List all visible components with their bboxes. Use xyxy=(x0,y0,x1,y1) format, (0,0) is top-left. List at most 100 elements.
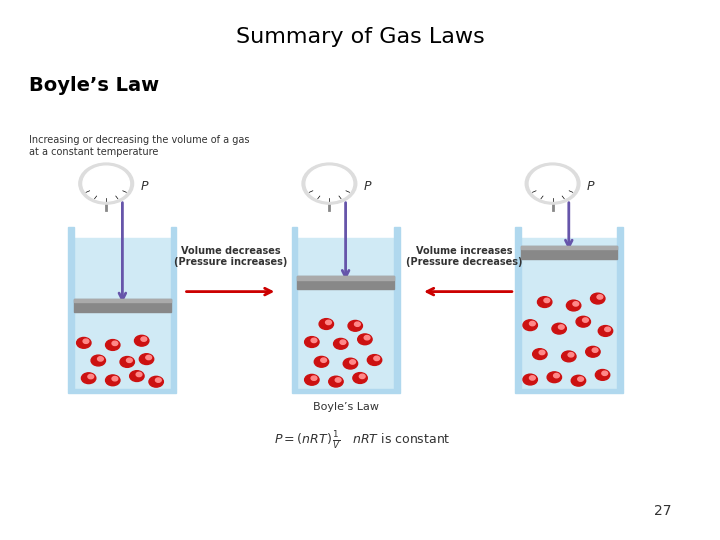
Circle shape xyxy=(315,356,329,367)
Circle shape xyxy=(571,375,585,386)
Circle shape xyxy=(112,376,118,381)
Circle shape xyxy=(529,321,535,326)
Bar xyxy=(297,276,394,280)
Circle shape xyxy=(83,166,130,201)
Bar xyxy=(68,389,176,393)
Text: P: P xyxy=(587,180,594,193)
Text: P: P xyxy=(140,180,148,193)
Circle shape xyxy=(573,302,579,306)
Circle shape xyxy=(562,351,576,362)
Text: Increasing or decreasing the volume of a gas
at a constant temperature: Increasing or decreasing the volume of a… xyxy=(29,135,249,157)
Circle shape xyxy=(348,320,362,331)
Bar xyxy=(521,246,617,249)
Circle shape xyxy=(305,336,319,347)
Circle shape xyxy=(145,355,152,360)
Bar xyxy=(74,299,171,312)
Circle shape xyxy=(595,369,610,380)
Circle shape xyxy=(333,339,348,349)
Circle shape xyxy=(79,163,134,204)
Circle shape xyxy=(593,348,598,352)
Circle shape xyxy=(539,350,545,355)
Bar xyxy=(521,246,617,259)
Circle shape xyxy=(76,338,91,348)
Circle shape xyxy=(350,360,356,364)
Circle shape xyxy=(590,293,605,304)
Circle shape xyxy=(374,356,379,361)
Circle shape xyxy=(81,373,96,383)
Circle shape xyxy=(554,374,559,378)
Text: Boyle’s Law: Boyle’s Law xyxy=(312,402,379,413)
Circle shape xyxy=(358,334,372,345)
Bar xyxy=(515,389,623,393)
Bar xyxy=(297,276,394,289)
Circle shape xyxy=(91,355,106,366)
Bar xyxy=(617,227,623,389)
Circle shape xyxy=(526,163,580,204)
Circle shape xyxy=(576,316,590,327)
Circle shape xyxy=(135,335,149,346)
Bar xyxy=(74,299,171,302)
Circle shape xyxy=(302,163,357,204)
Circle shape xyxy=(547,372,562,383)
Bar xyxy=(68,227,74,389)
Circle shape xyxy=(340,340,346,345)
Circle shape xyxy=(98,357,104,361)
Circle shape xyxy=(529,376,535,380)
Bar xyxy=(394,227,400,389)
Circle shape xyxy=(329,376,343,387)
Text: 27: 27 xyxy=(654,504,671,518)
Text: Volume decreases
(Pressure increases): Volume decreases (Pressure increases) xyxy=(174,246,287,267)
Circle shape xyxy=(533,349,547,360)
Circle shape xyxy=(127,358,132,362)
Circle shape xyxy=(552,323,567,334)
Circle shape xyxy=(120,356,135,367)
Circle shape xyxy=(106,375,120,386)
Circle shape xyxy=(311,376,317,380)
Circle shape xyxy=(598,326,613,336)
Circle shape xyxy=(602,371,608,375)
Text: $P = (nRT)\,\frac{1}{V}$   $nRT$ is constant: $P = (nRT)\,\frac{1}{V}$ $nRT$ is consta… xyxy=(274,429,450,451)
Bar xyxy=(515,227,521,389)
Circle shape xyxy=(343,358,358,369)
Circle shape xyxy=(597,295,603,299)
Circle shape xyxy=(106,340,120,350)
Circle shape xyxy=(141,337,147,341)
Text: Volume increases
(Pressure decreases): Volume increases (Pressure decreases) xyxy=(406,246,523,267)
Text: P: P xyxy=(364,180,371,193)
Circle shape xyxy=(529,166,576,201)
Bar xyxy=(292,227,297,389)
Circle shape xyxy=(523,320,537,330)
Circle shape xyxy=(319,319,333,329)
Bar xyxy=(74,238,171,389)
Circle shape xyxy=(559,325,564,329)
Circle shape xyxy=(325,320,331,325)
Bar xyxy=(521,238,617,389)
Circle shape xyxy=(321,358,327,362)
Circle shape xyxy=(367,355,382,366)
Circle shape xyxy=(577,377,583,381)
Text: Summary of Gas Laws: Summary of Gas Laws xyxy=(235,27,485,47)
Circle shape xyxy=(83,339,89,343)
Circle shape xyxy=(582,318,588,322)
Circle shape xyxy=(305,374,319,385)
Circle shape xyxy=(523,374,537,385)
Circle shape xyxy=(306,166,353,201)
Circle shape xyxy=(136,372,142,376)
Circle shape xyxy=(537,296,552,307)
Circle shape xyxy=(586,346,600,357)
Circle shape xyxy=(567,300,581,311)
Circle shape xyxy=(156,378,161,382)
Text: Boyle’s Law: Boyle’s Law xyxy=(29,76,159,94)
Circle shape xyxy=(364,335,370,340)
Bar xyxy=(171,227,176,389)
Circle shape xyxy=(359,374,365,379)
Circle shape xyxy=(353,373,367,383)
Circle shape xyxy=(354,322,360,326)
Circle shape xyxy=(544,298,550,302)
Circle shape xyxy=(149,376,163,387)
Circle shape xyxy=(112,341,118,346)
Circle shape xyxy=(88,374,94,379)
Circle shape xyxy=(568,353,574,357)
Circle shape xyxy=(130,370,144,381)
Bar xyxy=(292,389,400,393)
